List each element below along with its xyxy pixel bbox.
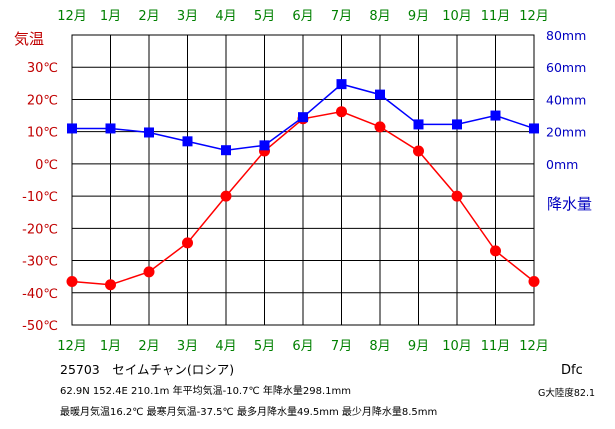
month-label-top: 4月 bbox=[215, 9, 236, 24]
station-stats-line1: 62.9N 152.4E 210.1m 年平均気温-10.7℃ 年降水量298.… bbox=[60, 386, 351, 397]
temperature-point bbox=[490, 245, 501, 257]
station-name: 25703 セイムチャン(ロシア) bbox=[60, 362, 235, 377]
month-label-bottom: 10月 bbox=[442, 339, 472, 354]
precipitation-point bbox=[375, 89, 385, 100]
precipitation-point bbox=[490, 110, 501, 121]
temp-tick-label: 30℃ bbox=[27, 61, 58, 76]
month-label-bottom: 2月 bbox=[138, 339, 159, 354]
month-label-bottom: 1月 bbox=[100, 339, 121, 354]
month-label-bottom: 4月 bbox=[215, 339, 236, 354]
precipitation-point bbox=[221, 145, 231, 156]
temp-tick-label: 0℃ bbox=[35, 158, 58, 173]
month-label-bottom: 3月 bbox=[177, 339, 198, 354]
temperature-point bbox=[66, 276, 78, 287]
precipitation-point bbox=[336, 79, 347, 90]
precip-tick-label: 20mm bbox=[546, 125, 586, 140]
month-label-top: 2月 bbox=[138, 9, 159, 24]
month-label-top: 9月 bbox=[408, 9, 429, 24]
temp-tick-label: -10℃ bbox=[22, 190, 58, 205]
temperature-point bbox=[413, 145, 424, 157]
month-label-bottom: 7月 bbox=[331, 339, 352, 354]
temperature-point bbox=[528, 276, 540, 287]
temp-axis-label: 気温 bbox=[14, 30, 44, 48]
month-label-top: 1月 bbox=[100, 9, 121, 24]
month-label-top: 11月 bbox=[481, 9, 511, 24]
month-label-bottom: 6月 bbox=[292, 339, 313, 354]
temperature-point bbox=[374, 121, 386, 133]
month-label-bottom: 5月 bbox=[254, 339, 275, 354]
precipitation-point bbox=[144, 127, 154, 138]
month-label-top: 6月 bbox=[292, 9, 313, 24]
climate-code: Dfc bbox=[561, 363, 583, 378]
month-label-bottom: 12月 bbox=[519, 339, 549, 354]
temperature-point bbox=[220, 190, 232, 202]
precipitation-point bbox=[105, 123, 116, 134]
precip-tick-label: 60mm bbox=[546, 60, 586, 75]
temperature-point bbox=[182, 237, 193, 249]
precipitation-point bbox=[182, 136, 193, 147]
month-label-bottom: 9月 bbox=[408, 339, 429, 354]
month-label-top: 12月 bbox=[57, 9, 87, 24]
precip-tick-label: 0mm bbox=[546, 157, 578, 172]
temp-tick-label: 10℃ bbox=[27, 126, 58, 141]
temp-tick-label: -20℃ bbox=[22, 222, 58, 237]
month-label-bottom: 12月 bbox=[57, 339, 87, 354]
temp-tick-label: -50℃ bbox=[22, 319, 58, 334]
month-label-top: 7月 bbox=[331, 9, 352, 24]
continentality-index: G大陸度82.1 bbox=[538, 388, 596, 399]
temperature-point bbox=[105, 279, 116, 291]
temperature-point bbox=[336, 106, 347, 118]
precip-axis-label: 降水量 bbox=[547, 195, 592, 213]
temp-tick-label: -30℃ bbox=[22, 255, 58, 270]
month-label-top: 3月 bbox=[177, 9, 198, 24]
station-stats-line2: 最暖月気温16.2℃ 最寒月気温-37.5℃ 最多月降水量49.5mm 最少月降… bbox=[60, 407, 438, 418]
month-label-top: 10月 bbox=[442, 9, 472, 24]
precipitation-point bbox=[259, 140, 270, 151]
precipitation-point bbox=[413, 119, 424, 130]
month-label-top: 8月 bbox=[369, 9, 390, 24]
temperature-point bbox=[143, 266, 155, 278]
month-label-bottom: 11月 bbox=[481, 339, 511, 354]
precipitation-point bbox=[452, 119, 462, 130]
temperature-point bbox=[451, 190, 463, 202]
precip-tick-label: 80mm bbox=[546, 28, 586, 43]
month-label-top: 5月 bbox=[254, 9, 275, 24]
month-label-top: 12月 bbox=[519, 9, 549, 24]
precip-tick-label: 40mm bbox=[546, 92, 586, 107]
month-label-bottom: 8月 bbox=[369, 339, 390, 354]
precipitation-point bbox=[529, 123, 539, 134]
temp-tick-label: -40℃ bbox=[22, 287, 58, 302]
precipitation-point bbox=[298, 112, 308, 123]
precipitation-point bbox=[67, 123, 77, 134]
temp-tick-label: 20℃ bbox=[27, 93, 58, 108]
